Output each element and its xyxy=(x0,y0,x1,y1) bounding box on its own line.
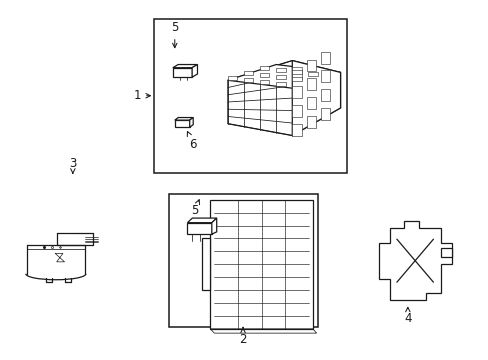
Polygon shape xyxy=(292,70,301,74)
Polygon shape xyxy=(244,78,253,82)
Polygon shape xyxy=(306,78,315,90)
Polygon shape xyxy=(292,67,301,79)
Polygon shape xyxy=(192,64,197,77)
Polygon shape xyxy=(306,116,315,128)
Polygon shape xyxy=(172,68,192,77)
Text: 1: 1 xyxy=(133,89,150,102)
Polygon shape xyxy=(210,200,312,329)
Polygon shape xyxy=(227,64,340,88)
Polygon shape xyxy=(440,248,451,257)
Polygon shape xyxy=(174,120,189,127)
Polygon shape xyxy=(211,218,216,234)
Polygon shape xyxy=(260,80,269,84)
Polygon shape xyxy=(308,72,317,76)
Text: 2: 2 xyxy=(239,328,246,346)
Polygon shape xyxy=(292,124,301,135)
Polygon shape xyxy=(260,73,269,77)
Polygon shape xyxy=(306,97,315,109)
Polygon shape xyxy=(201,238,210,290)
Polygon shape xyxy=(244,71,253,75)
Polygon shape xyxy=(260,66,269,70)
Polygon shape xyxy=(292,105,301,117)
Text: 5: 5 xyxy=(171,21,178,48)
Polygon shape xyxy=(189,117,193,127)
Polygon shape xyxy=(227,76,237,80)
Polygon shape xyxy=(292,77,301,81)
Text: 4: 4 xyxy=(403,307,411,325)
Polygon shape xyxy=(306,60,315,71)
Polygon shape xyxy=(320,89,329,101)
Text: 5: 5 xyxy=(191,200,199,217)
Polygon shape xyxy=(187,223,211,234)
Polygon shape xyxy=(292,60,340,135)
Polygon shape xyxy=(187,218,216,223)
Text: 6: 6 xyxy=(187,131,197,150)
Polygon shape xyxy=(320,52,329,64)
Polygon shape xyxy=(320,71,329,82)
Polygon shape xyxy=(378,221,451,300)
Bar xyxy=(168,194,317,327)
Polygon shape xyxy=(320,108,329,120)
Polygon shape xyxy=(172,64,197,68)
Bar xyxy=(154,19,346,173)
Polygon shape xyxy=(227,60,340,135)
Text: 3: 3 xyxy=(69,157,77,174)
Polygon shape xyxy=(276,75,285,79)
Polygon shape xyxy=(276,82,285,86)
Polygon shape xyxy=(276,68,285,72)
Polygon shape xyxy=(292,86,301,98)
Polygon shape xyxy=(174,117,193,120)
